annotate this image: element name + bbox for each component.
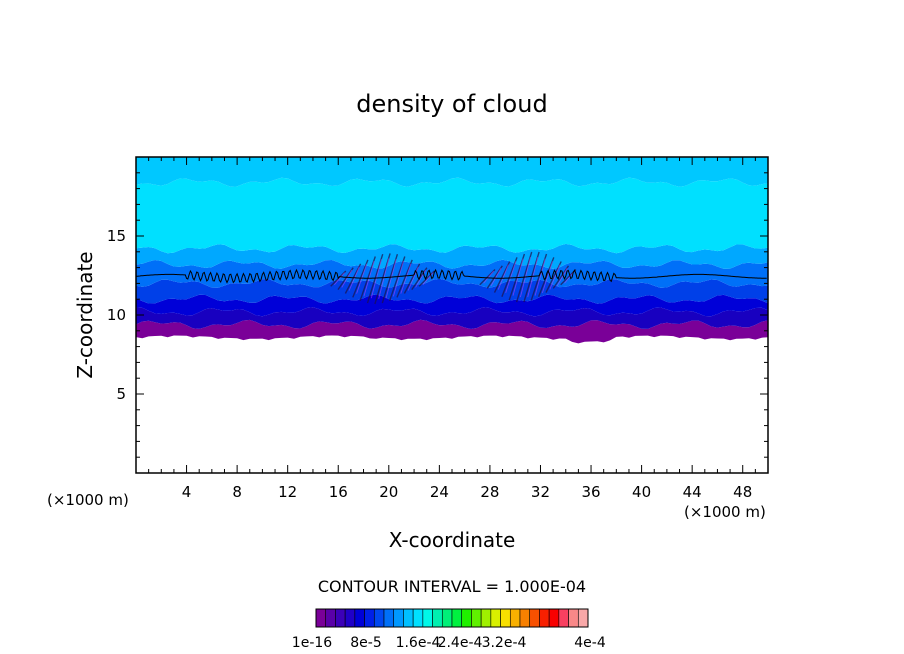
x-tick-label: 28 xyxy=(480,483,499,501)
density-layers xyxy=(136,157,768,344)
colorbar-frame xyxy=(315,608,589,628)
x-tick-label: 32 xyxy=(531,483,550,501)
colorbar-tick-label: 4e-4 xyxy=(574,635,606,651)
colorbar-swatch xyxy=(509,608,521,628)
colorbar-swatch xyxy=(500,608,511,628)
y-axis-label: Z-coordinate xyxy=(73,251,97,378)
ripple-highlight xyxy=(348,266,360,291)
colorbar-swatch xyxy=(441,608,453,628)
colorbar-swatch xyxy=(393,608,404,628)
colorbar-swatch xyxy=(461,608,472,628)
x-axis-label: X-coordinate xyxy=(389,528,516,552)
density-layer xyxy=(136,278,768,304)
ripple-highlight xyxy=(534,258,546,296)
x-tick-label: 4 xyxy=(182,483,192,501)
plot-area xyxy=(136,157,768,473)
y-tick-label: 15 xyxy=(107,227,126,245)
colorbar-tick-label: 2.4e-4 xyxy=(438,635,483,651)
colorbar-swatch xyxy=(432,608,443,628)
colorbar-swatch xyxy=(412,608,424,628)
ripple-stroke xyxy=(381,253,399,304)
ripple-stroke xyxy=(523,251,540,303)
colorbar-tick-label: 1e-16 xyxy=(292,635,332,651)
colorbar-swatch xyxy=(451,608,463,628)
x-tick-label: 44 xyxy=(683,483,702,501)
ripple-highlight xyxy=(334,272,345,286)
colorbar-tick-label: 1.6e-4 xyxy=(396,635,441,651)
colorbar-swatch xyxy=(335,608,346,628)
colorbar-swatch xyxy=(344,608,356,628)
colorbar-swatch xyxy=(373,608,385,628)
density-layer xyxy=(136,157,768,187)
ripple-highlight xyxy=(400,263,412,294)
y-axis-ticks: 5 10 15 xyxy=(107,172,768,458)
ripple-highlight xyxy=(385,258,397,299)
density-layer xyxy=(136,294,768,317)
ripple-highlight xyxy=(556,267,568,287)
x-tick-label: 40 xyxy=(632,483,651,501)
ripple-highlight xyxy=(505,261,517,294)
x-tick-label: 36 xyxy=(581,483,600,501)
colorbar-swatch xyxy=(568,608,579,628)
x-tick-label: 16 xyxy=(329,483,348,501)
ripple-highlight xyxy=(341,269,353,288)
colorbar xyxy=(315,608,589,628)
colorbar-swatch xyxy=(480,608,492,628)
density-layer xyxy=(136,307,768,329)
density-layer xyxy=(136,259,768,288)
colorbar-swatch xyxy=(490,608,501,628)
colorbar-swatch xyxy=(403,608,414,628)
ripple-stroke xyxy=(352,259,369,298)
x-tick-label: 8 xyxy=(232,483,242,501)
ripple-highlight xyxy=(483,270,495,284)
density-layer xyxy=(136,319,768,344)
ripple-highlight xyxy=(549,264,561,290)
ripple-highlight xyxy=(497,264,509,290)
colorbar-swatch xyxy=(529,608,540,628)
ripple-stroke xyxy=(501,257,518,298)
colorbar-tick-label: 8e-5 xyxy=(350,635,381,651)
ripple-highlight xyxy=(527,257,539,298)
density-layer xyxy=(136,177,768,254)
colorbar-swatch xyxy=(354,608,365,628)
colorbar-swatch xyxy=(519,608,531,628)
y-tick-label: 5 xyxy=(116,385,126,403)
colorbar-swatch xyxy=(471,608,482,628)
colorbar-swatch xyxy=(577,608,589,628)
x-axis-ticks: 4 8 12 16 20 24 28 32 36 40 44 48 xyxy=(148,157,756,501)
y-tick-label: 10 xyxy=(107,306,126,324)
colorbar-swatch xyxy=(422,608,433,628)
colorbar-swatch xyxy=(315,608,327,628)
colorbar-swatch xyxy=(539,608,550,628)
x-unit-right: (×1000 m) xyxy=(684,503,766,521)
x-tick-label: 48 xyxy=(733,483,752,501)
colorbar-labels: 1e-16 8e-5 1.6e-42.4e-4 3.2e-4 4e-4 xyxy=(292,635,606,651)
colorbar-swatch xyxy=(325,608,336,628)
x-tick-label: 20 xyxy=(379,483,398,501)
density-layer xyxy=(136,243,768,269)
ripple-highlight xyxy=(422,272,434,286)
colorbar-swatch xyxy=(548,608,560,628)
x-tick-label: 12 xyxy=(278,483,297,501)
ripple-highlight xyxy=(490,267,502,287)
x-tick-label: 24 xyxy=(430,483,449,501)
ripple-highlight xyxy=(415,269,427,288)
ripple-highlight xyxy=(370,258,382,299)
colorbar-swatch xyxy=(558,608,569,628)
ripple-highlight xyxy=(407,266,419,291)
contour-line xyxy=(136,268,767,284)
colorbar-swatch xyxy=(383,608,395,628)
ripple-highlight xyxy=(378,258,390,299)
colorbar-tick-label: 3.2e-4 xyxy=(482,635,527,651)
contour-interval-label: CONTOUR INTERVAL = 1.000E-04 xyxy=(318,577,586,596)
chart-title: density of cloud xyxy=(356,90,547,118)
ripple-highlight xyxy=(542,261,553,294)
ripple-highlight xyxy=(356,263,368,294)
colorbar-swatch xyxy=(364,608,375,628)
x-unit-left: (×1000 m) xyxy=(47,491,129,509)
ripple-highlight xyxy=(393,260,404,297)
